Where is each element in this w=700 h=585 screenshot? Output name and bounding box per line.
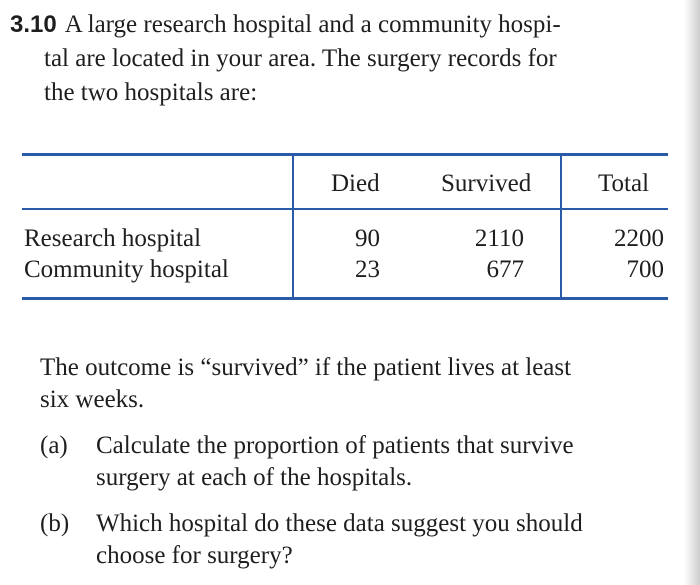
part-b-line-1: Which hospital do these data suggest you… xyxy=(96,510,583,537)
problem-number: 3.10 xyxy=(10,11,57,38)
header-died: Died xyxy=(331,170,380,197)
page-edge-shadow xyxy=(684,0,700,585)
table-bottom-rule xyxy=(22,297,668,300)
header-total: Total xyxy=(598,170,650,197)
cell-community-total: 700 xyxy=(626,256,665,283)
cell-community-died: 23 xyxy=(355,256,380,283)
cell-research-died: 90 xyxy=(355,225,380,252)
cell-research-total: 2200 xyxy=(614,225,664,252)
outcome-definition: The outcome is “survived” if the patient… xyxy=(40,352,680,416)
outcome-line-2: six weeks. xyxy=(40,386,145,413)
part-b-label: (b) xyxy=(40,510,70,537)
part-b-line-2: choose for surgery? xyxy=(96,542,293,569)
outcome-line-1: The outcome is “survived” if the patient… xyxy=(40,354,572,381)
problem-line-3: the two hospitals are: xyxy=(44,79,258,106)
cell-research-survived: 2110 xyxy=(474,225,524,252)
cell-community-survived: 677 xyxy=(486,256,525,283)
table-divider-label xyxy=(292,154,294,299)
table-divider-total xyxy=(560,154,562,299)
problem-line-1: A large research hospital and a communit… xyxy=(64,11,561,38)
row-label-community: Community hospital xyxy=(24,256,229,283)
table-top-rule xyxy=(22,153,668,156)
part-a: (a) Calculate the proportion of patients… xyxy=(40,430,680,494)
row-label-research: Research hospital xyxy=(24,225,202,252)
problem-line-2: tal are located in your area. The surger… xyxy=(44,45,557,72)
part-a-line-2: surgery at each of the hospitals. xyxy=(96,464,413,491)
header-survived: Survived xyxy=(441,170,532,197)
problem-statement: 3.10 A large research hospital and a comm… xyxy=(10,8,686,110)
part-b: (b) Which hospital do these data suggest… xyxy=(40,508,680,572)
table-header-rule xyxy=(22,208,668,210)
part-a-label: (a) xyxy=(40,432,68,459)
part-a-line-1: Calculate the proportion of patients tha… xyxy=(96,432,574,459)
